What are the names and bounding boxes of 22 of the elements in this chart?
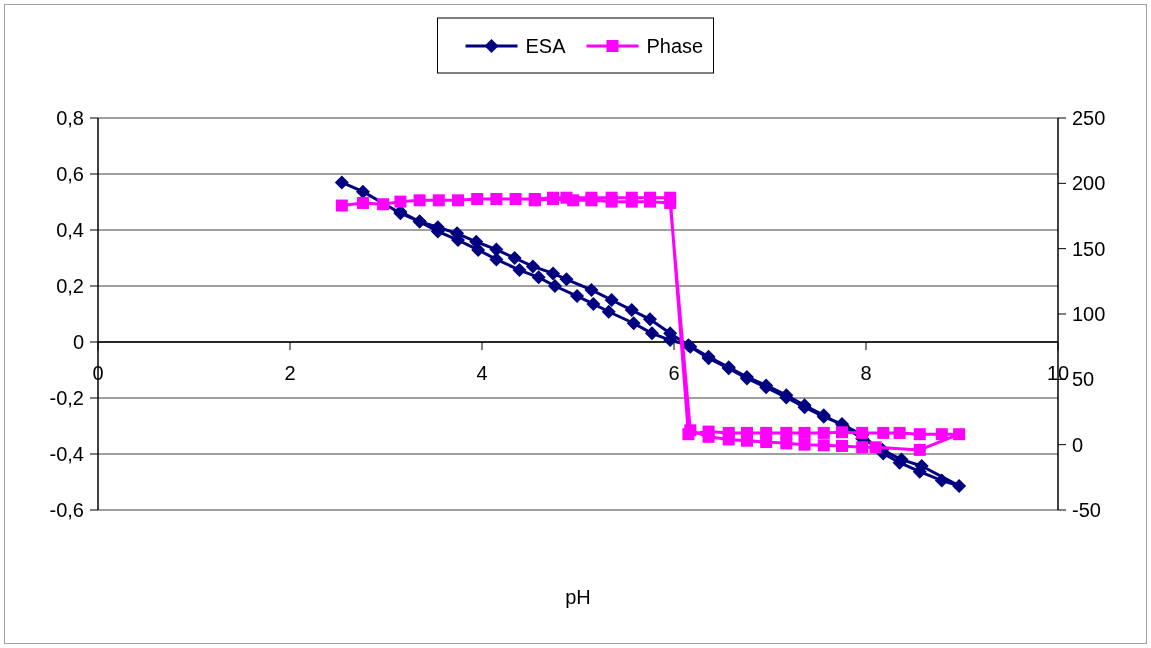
y2-tick-label: 150 [1072,237,1106,260]
y2-tick-label: 0 [1072,433,1084,456]
x-tick-label: 8 [860,362,872,384]
legend-label: ESA [525,35,567,57]
x-axis-title: pH [565,586,591,608]
x-tick-label: 2 [284,362,296,384]
y2-tick-label: 50 [1072,368,1095,391]
y-tick-label: -0,4 [49,443,84,465]
y-tick-label: -0,2 [49,387,84,409]
y-tick-label: 0,2 [56,275,84,297]
y-tick-label: 0,6 [56,163,84,185]
legend-label: Phase [646,35,704,57]
y2-tick-label: -50 [1072,499,1101,521]
y-tick-label: -0,6 [49,499,84,521]
y2-tick-label: 200 [1072,172,1106,195]
y2-tick-label: 250 [1072,107,1106,129]
x-tick-label: 4 [476,362,488,384]
y-tick-label: 0,4 [56,219,84,241]
y-tick-label: 0,8 [56,107,84,129]
x-tick-label: 6 [668,362,680,384]
y-tick-label: 0 [72,331,84,353]
y2-tick-label: 100 [1072,303,1106,325]
